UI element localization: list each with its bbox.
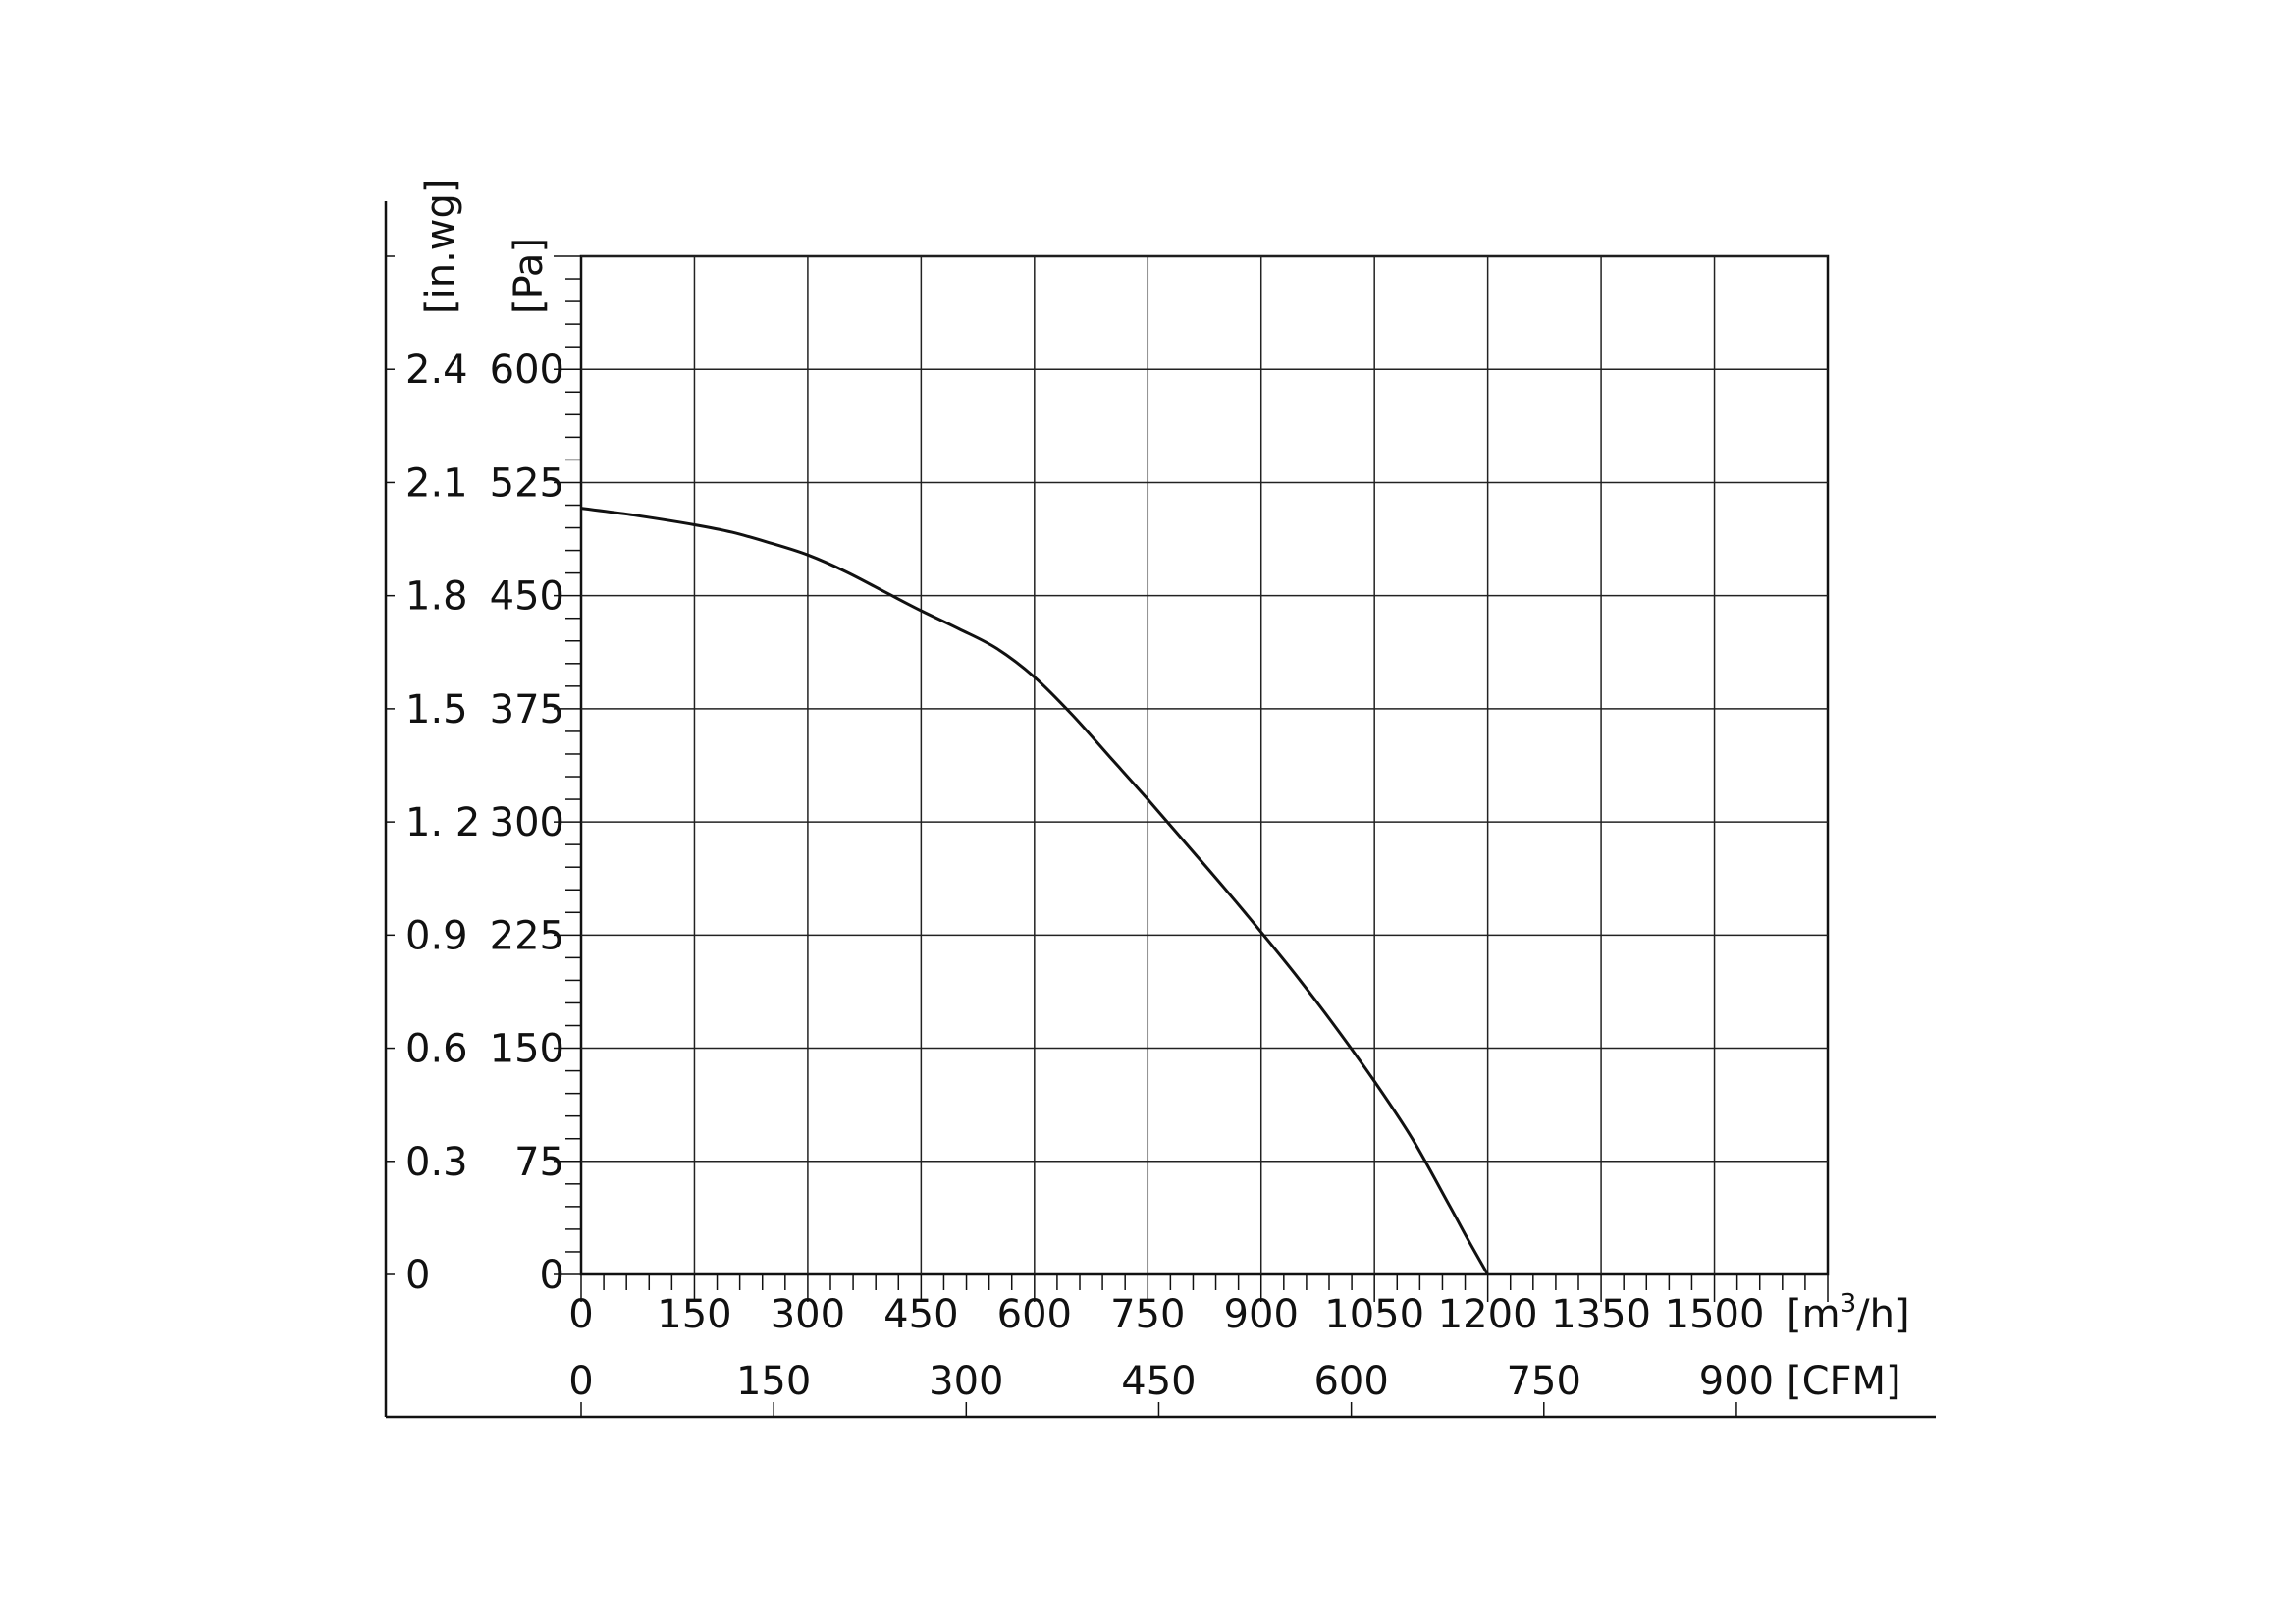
x-tick-label-m3h-0: 0 <box>568 1292 593 1337</box>
y-tick-label-inwg-7: 2.1 <box>405 460 468 506</box>
y-tick-label-inwg-0: 0 <box>405 1253 430 1298</box>
y-tick-label-pa-7: 525 <box>490 460 564 506</box>
performance-curve-0 <box>580 507 1489 1275</box>
y-tick-label-pa-1: 75 <box>514 1140 564 1185</box>
x-tick-label-m3h-6: 900 <box>1224 1292 1299 1337</box>
y-tick-label-inwg-2: 0.6 <box>405 1027 468 1072</box>
plot-border <box>579 254 1830 1276</box>
x-tick-label-cfm-6: 900 <box>1699 1359 1774 1404</box>
x-tick-label-cfm-2: 300 <box>929 1359 1003 1404</box>
y-tick-label-pa-8: 600 <box>490 348 564 393</box>
y-tick-label-pa-5: 375 <box>490 687 564 732</box>
y-tick-label-pa-6: 450 <box>490 574 564 620</box>
y-tick-label-inwg-4: 1. 2 <box>405 800 480 845</box>
y-tick-label-inwg-5: 1.5 <box>405 687 468 732</box>
x-tick-label-cfm-4: 600 <box>1313 1359 1388 1404</box>
x-unit-label-cfm: [CFM] <box>1787 1359 1901 1404</box>
y-unit-label-pa: [Pa] <box>507 238 552 314</box>
y-tick-label-pa-2: 150 <box>490 1027 564 1072</box>
y-tick-label-pa-3: 225 <box>490 913 564 958</box>
y-tick-label-inwg-1: 0.3 <box>405 1140 468 1185</box>
x-tick-label-m3h-1: 150 <box>657 1292 731 1337</box>
x-tick-label-cfm-5: 750 <box>1507 1359 1581 1404</box>
y-tick-label-inwg-3: 0.9 <box>405 913 468 958</box>
curve-layer <box>580 507 1489 1275</box>
x-tick-label-m3h-9: 1350 <box>1551 1292 1651 1337</box>
x-tick-label-cfm-3: 450 <box>1121 1359 1196 1404</box>
x-tick-label-m3h-7: 1050 <box>1324 1292 1424 1337</box>
x-tick-label-m3h-2: 300 <box>771 1292 845 1337</box>
x-tick-label-m3h-8: 1200 <box>1438 1292 1538 1337</box>
labels-layer: [in.wg] [Pa] [m3/h] [CFM] 07515022530037… <box>405 179 1910 1405</box>
x-unit-label-m3h-suffix: /h] <box>1856 1292 1909 1337</box>
x-unit-label-m3h-prefix: [m <box>1787 1292 1841 1337</box>
y-tick-label-pa-0: 0 <box>540 1253 564 1298</box>
x-tick-label-m3h-5: 750 <box>1110 1292 1185 1337</box>
x-tick-label-cfm-1: 150 <box>736 1359 811 1404</box>
minor-ticks <box>386 255 1829 1417</box>
x-tick-label-m3h-3: 450 <box>883 1292 958 1337</box>
grid-lines <box>581 255 1828 1274</box>
x-tick-label-cfm-0: 0 <box>568 1359 593 1404</box>
y-tick-label-inwg-8: 2.4 <box>405 348 468 393</box>
y-unit-label-inwg: [in.wg] <box>418 179 463 315</box>
y-tick-label-pa-4: 300 <box>490 800 564 845</box>
outer-frame <box>384 201 1936 1419</box>
y-tick-label-inwg-6: 1.8 <box>405 574 468 620</box>
x-unit-label-m3h: [m3/h] <box>1787 1289 1910 1337</box>
x-unit-label-m3h-superscript: 3 <box>1841 1289 1857 1319</box>
x-tick-label-m3h-10: 1500 <box>1665 1292 1765 1337</box>
x-tick-label-m3h-4: 600 <box>997 1292 1072 1337</box>
